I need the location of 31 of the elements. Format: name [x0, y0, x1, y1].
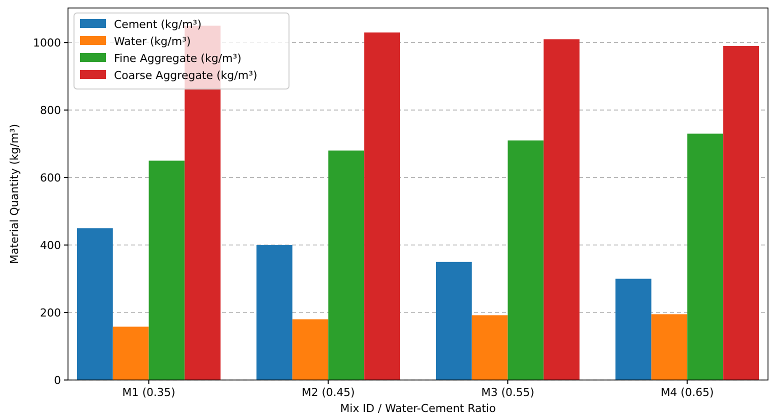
bar — [148, 160, 185, 380]
bar — [292, 319, 328, 380]
bar — [615, 278, 652, 380]
legend-label: Fine Aggregate (kg/m³) — [114, 52, 242, 65]
legend-label: Water (kg/m³) — [114, 34, 191, 48]
x-axis-title: Mix ID / Water-Cement Ratio — [340, 402, 496, 415]
x-tick-label: M1 (0.35) — [122, 386, 176, 399]
bar — [687, 134, 724, 380]
bar — [364, 32, 400, 380]
y-tick-label: 800 — [40, 104, 61, 117]
bar — [508, 140, 544, 380]
bar — [544, 39, 580, 380]
bar — [256, 245, 292, 380]
y-tick-label: 0 — [54, 374, 61, 387]
y-tick-label: 1000 — [33, 36, 61, 50]
y-axis-title: Material Quantity (kg/m³) — [8, 124, 21, 264]
x-tick-label: M2 (0.45) — [302, 386, 355, 399]
bar — [328, 150, 364, 380]
legend-label: Cement (kg/m³) — [114, 18, 202, 31]
bar — [723, 46, 760, 380]
bar — [472, 315, 508, 380]
bar — [436, 262, 472, 380]
bar — [112, 326, 149, 380]
x-tick-label: M4 (0.65) — [660, 386, 714, 399]
x-tick-label: M3 (0.55) — [481, 386, 534, 399]
legend-label: Coarse Aggregate (kg/m³) — [114, 68, 258, 82]
bar — [76, 228, 113, 380]
y-tick-label: 600 — [40, 171, 61, 184]
y-tick-label: 400 — [40, 238, 61, 252]
bar — [651, 314, 688, 380]
y-tick-label: 200 — [40, 306, 61, 320]
